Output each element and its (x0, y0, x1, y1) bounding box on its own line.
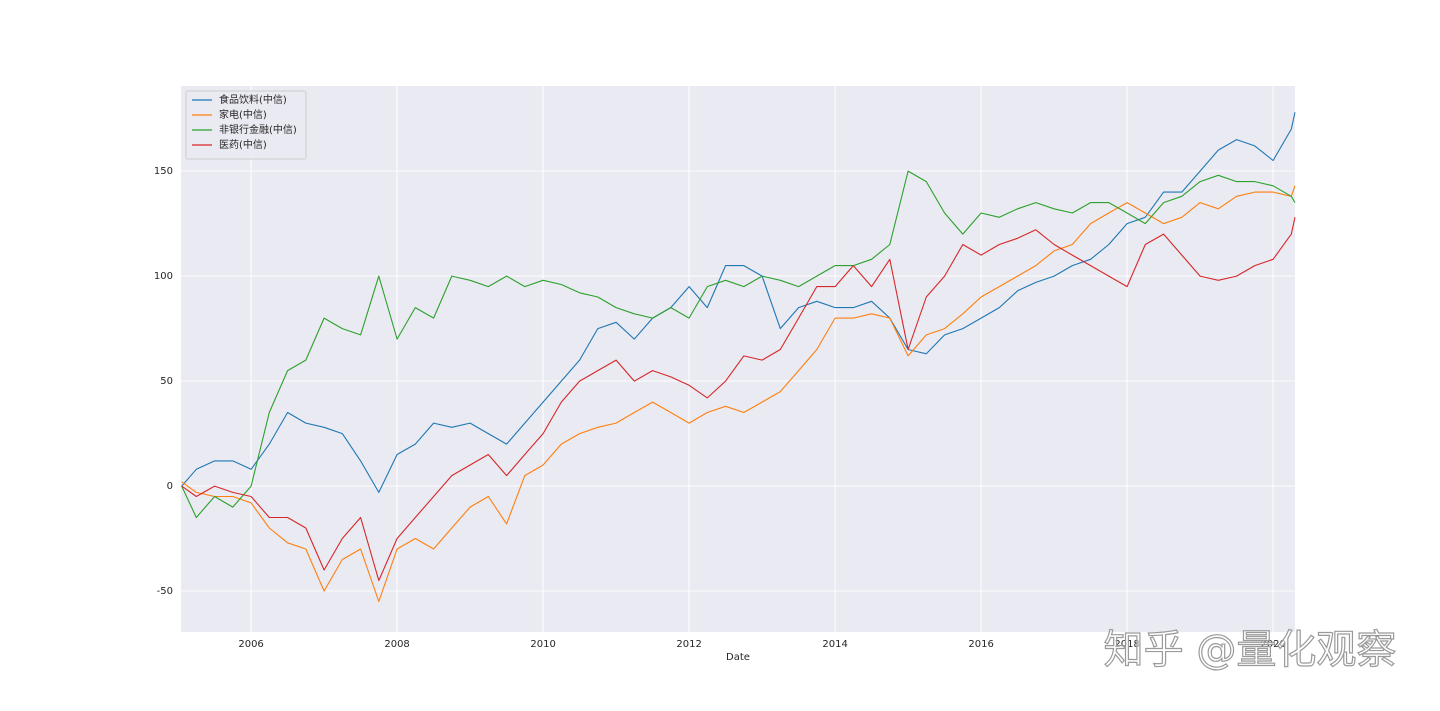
y-tick-label: 100 (154, 271, 173, 282)
x-tick-label: 2008 (384, 639, 409, 650)
legend-label: 医药(中信) (219, 138, 267, 151)
y-tick-label: -50 (157, 586, 173, 597)
series-line (181, 170, 1296, 519)
legend-label: 非银行金融(中信) (219, 123, 297, 136)
legend-label: 家电(中信) (219, 108, 267, 121)
plot-area (181, 86, 1295, 632)
x-tick-label: 2016 (968, 639, 993, 650)
y-tick-label: 150 (154, 166, 173, 177)
series-line (181, 185, 1296, 603)
series-line (181, 112, 1296, 493)
series-line (181, 217, 1296, 582)
legend-label: 食品饮料(中信) (219, 93, 287, 106)
x-tick-label: 2012 (676, 639, 701, 650)
x-tick-label: 2006 (238, 639, 263, 650)
y-tick-label: 0 (167, 481, 173, 492)
watermark: 知乎 @量化观察 (1104, 627, 1397, 673)
x-tick-label: 2020 (1260, 639, 1285, 650)
y-tick-label: 50 (160, 376, 173, 387)
x-tick-label: 2018 (1114, 639, 1139, 650)
legend-box (185, 90, 307, 160)
x-tick-label: 2010 (530, 639, 555, 650)
x-axis-label: Date (726, 652, 750, 663)
x-tick-label: 2014 (822, 639, 847, 650)
